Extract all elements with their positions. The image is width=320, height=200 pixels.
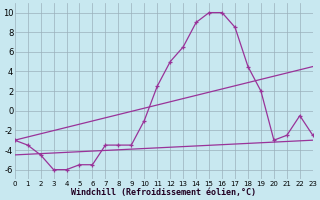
X-axis label: Windchill (Refroidissement éolien,°C): Windchill (Refroidissement éolien,°C) — [71, 188, 256, 197]
